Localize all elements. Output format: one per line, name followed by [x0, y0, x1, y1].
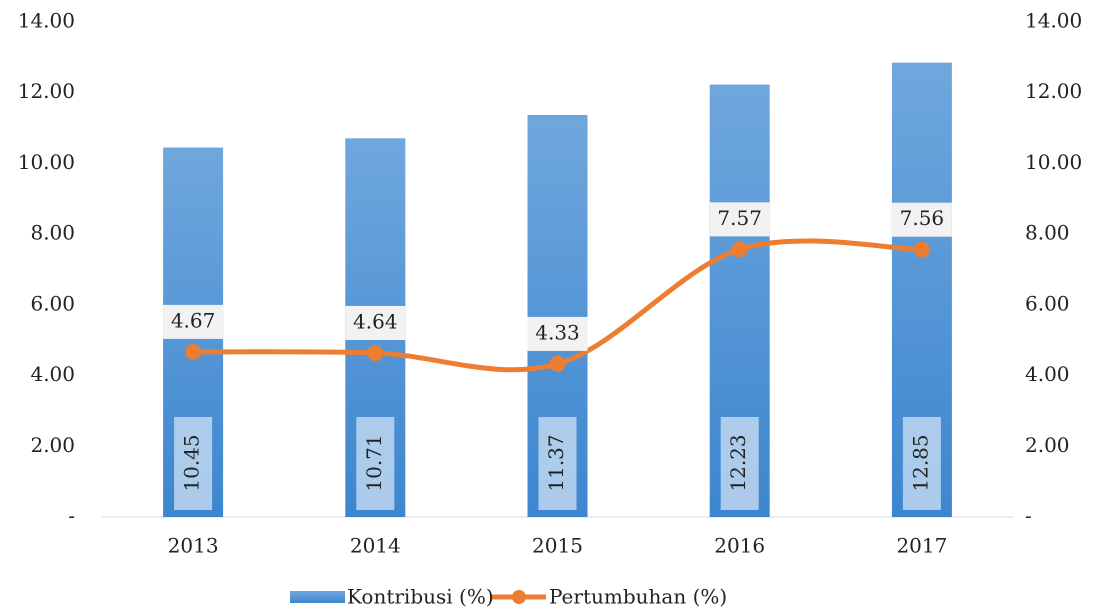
bar-value-label: 11.37 — [544, 434, 568, 491]
y-tick-label: 8.00 — [30, 221, 75, 245]
legend-marker — [512, 590, 526, 604]
line-value-label: 4.33 — [535, 320, 580, 344]
x-tick-label: 2016 — [714, 534, 765, 558]
line-label-box — [345, 305, 406, 340]
line-label-box — [527, 316, 588, 351]
y2-tick-label: 2.00 — [1025, 433, 1070, 457]
y-tick-label: 12.00 — [18, 79, 75, 103]
y-tick-label: 14.00 — [18, 9, 75, 33]
y2-tick-label: 4.00 — [1025, 362, 1070, 386]
y2-tick-label: 12.00 — [1025, 79, 1082, 103]
line-marker — [185, 343, 202, 360]
line-value-label: 7.56 — [900, 206, 945, 230]
line-marker — [549, 355, 566, 372]
y-tick-label: 6.00 — [30, 291, 75, 315]
x-tick-label: 2014 — [350, 534, 401, 558]
bar-label-box — [356, 417, 395, 510]
line-label-box — [163, 304, 224, 339]
x-tick-label: 2015 — [532, 534, 583, 558]
bar-label-box — [902, 417, 941, 510]
line-marker — [913, 241, 930, 258]
x-tick-label: 2017 — [896, 534, 947, 558]
line-label-box — [891, 202, 952, 237]
line-value-label: 4.67 — [171, 308, 216, 332]
bar-value-label: 10.45 — [180, 434, 204, 491]
y-tick-label: 10.00 — [18, 150, 75, 174]
y2-tick-label: 8.00 — [1025, 221, 1070, 245]
line-marker — [367, 344, 384, 361]
bar-label-box — [174, 417, 213, 510]
y2-tick-label: - — [1025, 504, 1032, 528]
x-tick-label: 2013 — [168, 534, 219, 558]
y2-tick-label: 10.00 — [1025, 150, 1082, 174]
bar-label-box — [720, 417, 759, 510]
bar-value-label: 12.85 — [908, 434, 932, 491]
line-label-box — [709, 202, 770, 237]
legend-label: Pertumbuhan (%) — [549, 585, 727, 609]
bar-value-label: 12.23 — [726, 434, 750, 491]
y2-tick-label: 14.00 — [1025, 9, 1082, 33]
bar-label-box — [538, 417, 577, 510]
y-tick-label: 2.00 — [30, 433, 75, 457]
y-tick-label: 4.00 — [30, 362, 75, 386]
y-tick-label: - — [68, 504, 75, 528]
line-marker — [731, 241, 748, 258]
legend-swatch — [290, 591, 345, 603]
line-value-label: 4.64 — [353, 309, 398, 333]
bar-value-label: 10.71 — [362, 434, 386, 491]
legend-label: Kontribusi (%) — [347, 585, 494, 609]
y2-tick-label: 6.00 — [1025, 291, 1070, 315]
line-value-label: 7.57 — [717, 206, 762, 230]
